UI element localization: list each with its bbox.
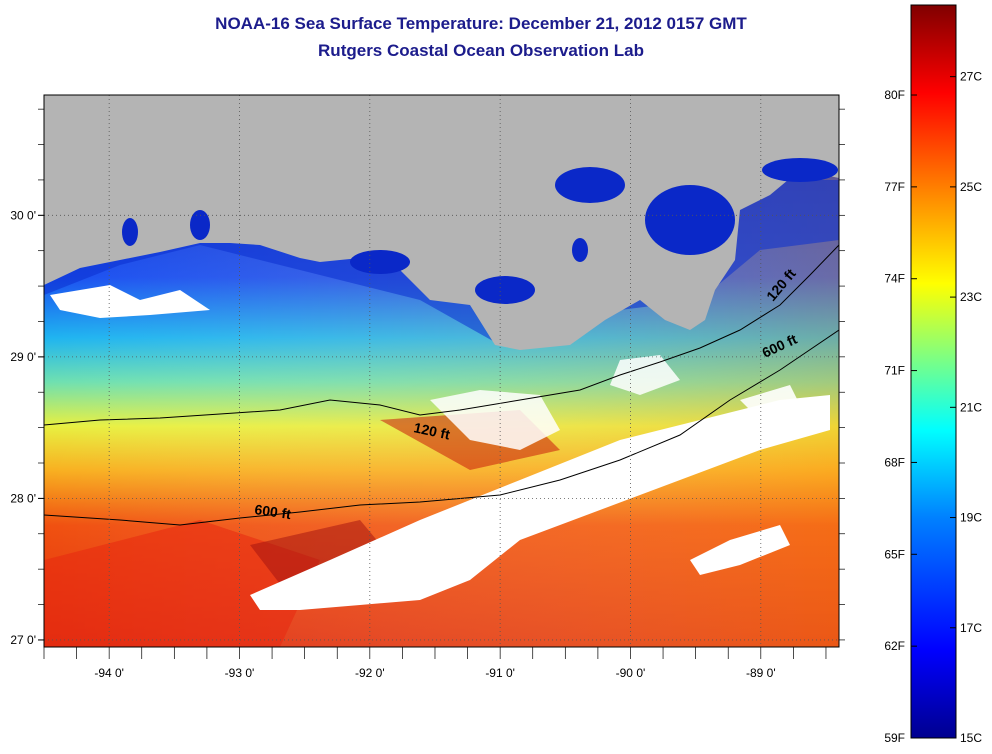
colorbar-f-label: 68F	[884, 455, 905, 469]
cloud-area	[690, 525, 790, 575]
graticule	[44, 95, 839, 647]
lon-tick-label: -93 0'	[225, 666, 255, 680]
inland-water	[645, 185, 735, 255]
inland-water	[190, 210, 210, 240]
inland-water	[475, 276, 535, 304]
lon-tick-label: -89 0'	[746, 666, 776, 680]
lat-tick-label: 27 0'	[10, 633, 36, 647]
colorbar-c-label: 19C	[960, 511, 982, 525]
inland-water	[572, 238, 588, 262]
colorbar-c-label: 23C	[960, 290, 982, 304]
cloud-area	[610, 355, 680, 395]
map-frame	[43, 94, 840, 648]
map-subtitle: Rutgers Coastal Ocean Observation Lab	[318, 41, 644, 60]
lon-tick-label: -90 0'	[616, 666, 646, 680]
colorbar-f-label: 65F	[884, 547, 905, 561]
lat-tick-label: 30 0'	[10, 208, 36, 222]
warm-patch	[44, 520, 320, 647]
colorbar-celsius-scale: 27C 25C 23C 21C 19C 17C 15C	[950, 70, 982, 745]
colorbar-f-label: 62F	[884, 639, 905, 653]
colorbar-f-label: 80F	[884, 88, 905, 102]
inland-water	[350, 250, 410, 274]
cloud-area	[430, 390, 560, 450]
map-title: NOAA-16 Sea Surface Temperature: Decembe…	[215, 14, 747, 33]
contour-label-120ft-central: 120 ft	[412, 419, 451, 442]
colorbar-f-label: 74F	[884, 272, 905, 286]
longitude-axis: -94 0' -93 0' -92 0' -91 0' -90 0' -89 0'	[43, 647, 827, 680]
lat-tick-label: 29 0'	[10, 350, 36, 364]
colorbar-f-label: 77F	[884, 180, 905, 194]
lat-tick-label: 28 0'	[10, 491, 36, 505]
land-area	[44, 95, 839, 350]
colorbar	[910, 4, 957, 739]
lon-tick-label: -94 0'	[94, 666, 124, 680]
colorbar-f-label: 71F	[884, 364, 905, 378]
latitude-axis: 30 0' 29 0' 28 0' 27 0'	[10, 108, 845, 647]
inland-water	[555, 167, 625, 203]
colorbar-fahrenheit-scale: 80F 77F 74F 71F 68F 65F 62F 59F	[884, 88, 917, 745]
lon-tick-label: -91 0'	[485, 666, 515, 680]
cloud-area	[250, 395, 830, 610]
contour-label-600ft-west: 600 ft	[254, 501, 293, 522]
colorbar-c-label: 17C	[960, 621, 982, 635]
colorbar-c-label: 15C	[960, 731, 982, 745]
map-panel	[44, 95, 839, 647]
inland-water	[122, 218, 138, 246]
colorbar-c-label: 25C	[960, 180, 982, 194]
colorbar-c-label: 21C	[960, 400, 982, 414]
inland-water	[762, 158, 838, 182]
contour-120ft	[44, 244, 839, 426]
lon-tick-label: -92 0'	[355, 666, 385, 680]
colorbar-f-label: 59F	[884, 731, 905, 745]
colorbar-c-label: 27C	[960, 70, 982, 84]
cloud-area	[50, 285, 210, 318]
cloud-area	[740, 385, 800, 420]
